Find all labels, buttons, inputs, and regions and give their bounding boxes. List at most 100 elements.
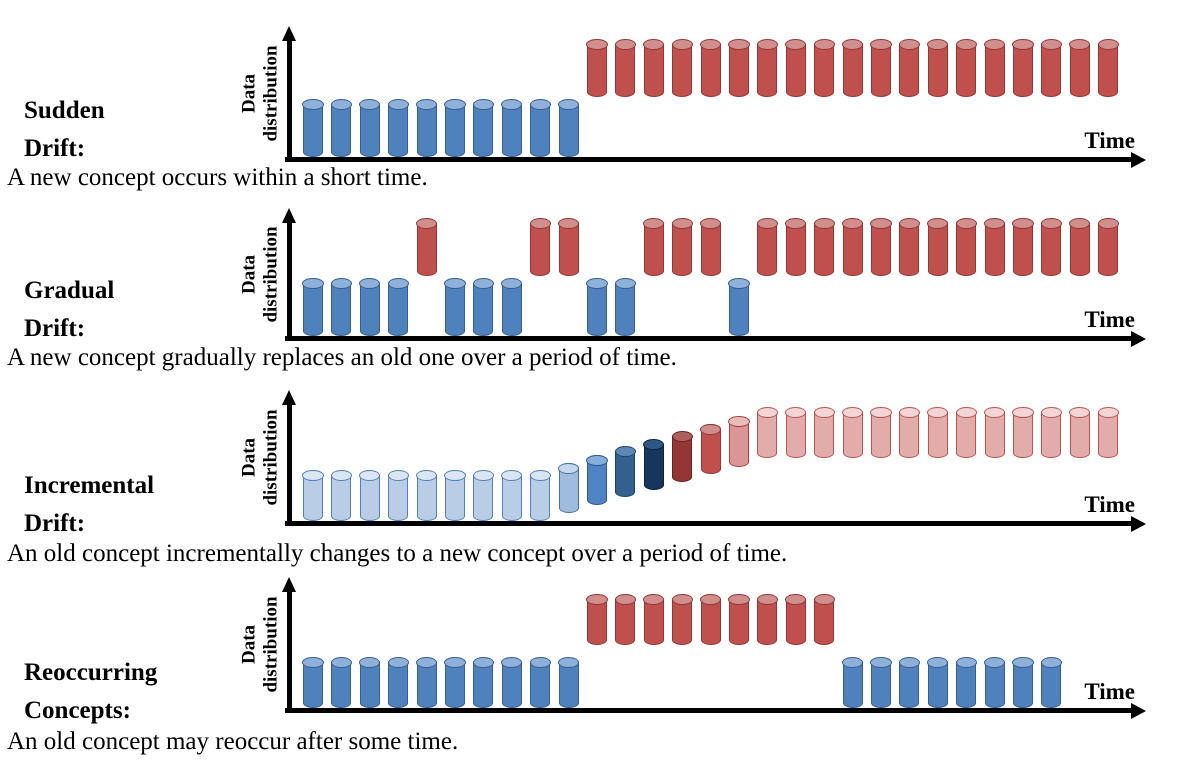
x-axis-arrow-icon: [1131, 330, 1146, 347]
cylinder-top: [529, 99, 551, 111]
cylinder: [586, 454, 608, 506]
x-axis-arrow-icon: [1131, 151, 1146, 168]
row-label-line1: Sudden: [24, 97, 105, 124]
cylinder-top: [1040, 39, 1062, 51]
cylinder-top: [529, 218, 551, 230]
chart-sudden-drift: Data distribution Time: [239, 26, 1146, 168]
cylinder: [330, 657, 352, 708]
row-label-line2: Drift:: [24, 510, 86, 537]
cylinder: [302, 657, 324, 708]
cylinder-top: [955, 407, 977, 419]
cylinder: [671, 218, 693, 276]
row-label-line2: Concepts:: [24, 697, 131, 724]
cylinder: [728, 416, 750, 467]
cylinder-top: [700, 423, 722, 435]
x-axis-title: Time: [1084, 679, 1135, 704]
cylinder-top: [842, 407, 864, 419]
cylinder: [387, 657, 409, 708]
cylinder: [1012, 39, 1034, 97]
cylinder-top: [927, 218, 949, 230]
y-axis-label-line2: distribution: [260, 45, 281, 142]
cylinder-top: [1069, 407, 1091, 419]
cylinder-top: [813, 39, 835, 51]
cylinder: [302, 470, 324, 521]
cylinder-top: [671, 431, 693, 443]
cylinder-top: [614, 446, 636, 458]
cylinder-top: [586, 454, 608, 466]
cylinder-top: [501, 278, 523, 290]
cylinder-top: [927, 657, 949, 669]
cylinder: [614, 594, 636, 645]
cylinder: [870, 218, 892, 276]
cylinder-top: [643, 218, 665, 230]
cylinder: [700, 423, 722, 475]
cylinder: [842, 218, 864, 276]
cylinder-top: [842, 657, 864, 669]
x-axis: [285, 702, 1146, 719]
cylinder-top: [501, 470, 523, 482]
y-axis: [282, 577, 296, 713]
x-axis: [285, 151, 1146, 168]
cylinder-top: [898, 218, 920, 230]
cylinder-top: [898, 39, 920, 51]
cylinder: [756, 594, 778, 645]
chart-gradual-drift: Data distribution Time: [239, 208, 1146, 347]
cylinder: [1012, 657, 1034, 708]
cylinder-series: [287, 208, 1143, 341]
cylinder-top: [671, 218, 693, 230]
cylinder-top: [643, 39, 665, 51]
cylinder-top: [671, 594, 693, 606]
y-axis-label-line1: Data: [238, 73, 260, 114]
cylinder-top: [955, 39, 977, 51]
cylinder: [1069, 39, 1091, 97]
cylinder-top: [472, 657, 494, 669]
cylinder: [444, 470, 466, 521]
cylinder: [898, 657, 920, 708]
row-caption: An old concept incrementally changes to …: [7, 540, 788, 567]
cylinder-top: [955, 218, 977, 230]
cylinder: [870, 39, 892, 97]
row-label-line1: Incremental: [24, 472, 155, 499]
cylinder-top: [728, 278, 750, 290]
cylinder: [529, 99, 551, 157]
cylinder: [870, 407, 892, 458]
chart-incremental-drift: Data distribution Time: [239, 390, 1146, 532]
y-axis-arrow-icon: [282, 390, 296, 405]
cylinder: [643, 218, 665, 276]
y-axis-arrow-icon: [282, 26, 296, 41]
cylinder-series: [287, 26, 1143, 162]
cylinder: [586, 594, 608, 645]
cylinder-top: [785, 39, 807, 51]
cylinder: [416, 470, 438, 521]
cylinder: [1097, 218, 1119, 276]
x-axis-title: Time: [1084, 307, 1135, 332]
y-axis: [282, 390, 296, 526]
cylinder-top: [387, 470, 409, 482]
cylinder-series: [287, 577, 1143, 713]
cylinder-top: [1012, 657, 1034, 669]
cylinder-top: [756, 594, 778, 606]
cylinder: [700, 39, 722, 97]
cylinder: [671, 594, 693, 645]
cylinder-top: [955, 657, 977, 669]
cylinder-top: [359, 99, 381, 111]
cylinder-top: [728, 416, 750, 428]
cylinder: [472, 470, 494, 521]
cylinder-top: [558, 218, 580, 230]
cylinder-top: [643, 438, 665, 450]
cylinder: [984, 657, 1006, 708]
cylinder-top: [700, 594, 722, 606]
y-axis-arrow-icon: [282, 208, 296, 223]
cylinder: [330, 99, 352, 157]
row-label-gradual: Gradual Drift:: [24, 272, 114, 348]
cylinder: [813, 218, 835, 276]
cylinder: [1069, 407, 1091, 458]
cylinder-top: [586, 594, 608, 606]
cylinder-top: [614, 278, 636, 290]
cylinder: [756, 39, 778, 97]
cylinder: [614, 446, 636, 498]
cylinder-top: [842, 39, 864, 51]
cylinder: [785, 407, 807, 458]
cylinder-top: [444, 99, 466, 111]
